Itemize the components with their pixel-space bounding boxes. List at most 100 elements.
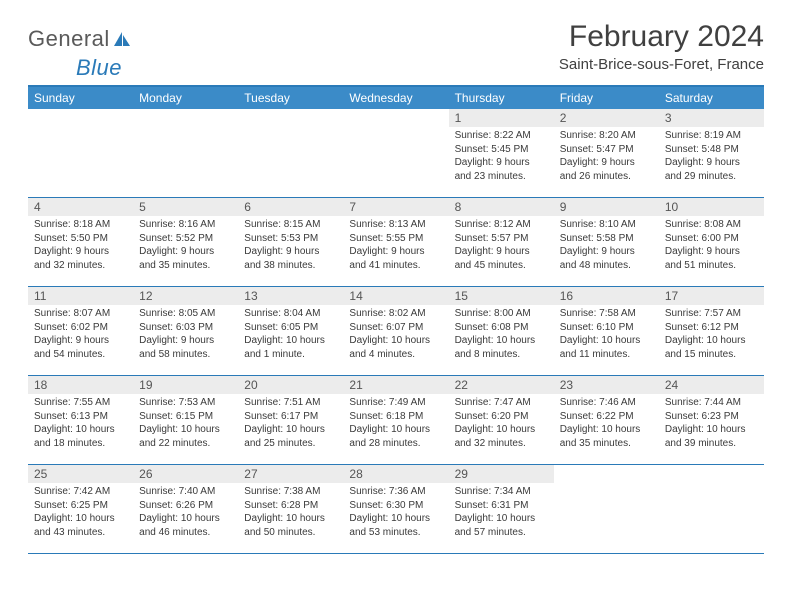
day-line-ss: Sunset: 6:18 PM <box>349 410 442 424</box>
day-number: 23 <box>554 376 659 394</box>
calendar-body: 1Sunrise: 8:22 AMSunset: 5:45 PMDaylight… <box>28 109 764 554</box>
day-line-d2: and 43 minutes. <box>34 526 127 540</box>
day-line-d2: and 15 minutes. <box>665 348 758 362</box>
day-number: 14 <box>343 287 448 305</box>
day-line-ss: Sunset: 6:17 PM <box>244 410 337 424</box>
day-body: Sunrise: 7:47 AMSunset: 6:20 PMDaylight:… <box>449 394 554 454</box>
day-line-sr: Sunrise: 8:19 AM <box>665 129 758 143</box>
title-block: February 2024 Saint-Brice-sous-Foret, Fr… <box>559 20 764 73</box>
day-line-d1: Daylight: 10 hours <box>349 334 442 348</box>
day-cell: 15 Sunrise: 8:00 AMSunset: 6:08 PMDayligh… <box>449 287 554 376</box>
day-line-sr: Sunrise: 7:47 AM <box>455 396 548 410</box>
day-line-d1: Daylight: 10 hours <box>560 423 653 437</box>
day-line-d1: Daylight: 9 hours <box>139 334 232 348</box>
day-line-d1: Daylight: 10 hours <box>34 512 127 526</box>
day-number: 2 <box>554 109 659 127</box>
day-body: Sunrise: 8:18 AMSunset: 5:50 PMDaylight:… <box>28 216 133 276</box>
day-line-ss: Sunset: 6:08 PM <box>455 321 548 335</box>
day-line-d2: and 28 minutes. <box>349 437 442 451</box>
day-cell <box>343 109 448 198</box>
day-line-d2: and 35 minutes. <box>560 437 653 451</box>
day-line-d2: and 18 minutes. <box>34 437 127 451</box>
day-line-d1: Daylight: 10 hours <box>139 512 232 526</box>
day-body: Sunrise: 8:05 AMSunset: 6:03 PMDaylight:… <box>133 305 238 365</box>
day-body: Sunrise: 8:10 AMSunset: 5:58 PMDaylight:… <box>554 216 659 276</box>
day-cell: 18Sunrise: 7:55 AMSunset: 6:13 PMDayligh… <box>28 376 133 465</box>
day-line-d1: Daylight: 10 hours <box>244 512 337 526</box>
week-row: 11Sunrise: 8:07 AMSunset: 6:02 PMDayligh… <box>28 287 764 376</box>
day-line-sr: Sunrise: 8:15 AM <box>244 218 337 232</box>
day-number: 16 <box>554 287 659 305</box>
day-cell <box>554 465 659 554</box>
day-line-d1: Daylight: 9 hours <box>139 245 232 259</box>
day-body: Sunrise: 7:51 AMSunset: 6:17 PMDaylight:… <box>238 394 343 454</box>
day-line-ss: Sunset: 5:58 PM <box>560 232 653 246</box>
day-header: Tuesday <box>238 86 343 109</box>
day-body: Sunrise: 8:12 AMSunset: 5:57 PMDaylight:… <box>449 216 554 276</box>
day-number: 24 <box>659 376 764 394</box>
day-line-ss: Sunset: 6:02 PM <box>34 321 127 335</box>
day-line-ss: Sunset: 6:07 PM <box>349 321 442 335</box>
day-header: Friday <box>554 86 659 109</box>
day-line-d1: Daylight: 10 hours <box>244 423 337 437</box>
day-line-d1: Daylight: 9 hours <box>665 156 758 170</box>
day-body: Sunrise: 7:58 AMSunset: 6:10 PMDaylight:… <box>554 305 659 365</box>
day-line-sr: Sunrise: 8:13 AM <box>349 218 442 232</box>
day-number: 15 <box>449 287 554 305</box>
day-line-ss: Sunset: 6:03 PM <box>139 321 232 335</box>
day-line-d2: and 1 minute. <box>244 348 337 362</box>
day-cell: 12Sunrise: 8:05 AMSunset: 6:03 PMDayligh… <box>133 287 238 376</box>
day-line-d2: and 25 minutes. <box>244 437 337 451</box>
day-line-sr: Sunrise: 8:22 AM <box>455 129 548 143</box>
day-number: 6 <box>238 198 343 216</box>
day-cell: 7Sunrise: 8:13 AMSunset: 5:55 PMDaylight… <box>343 198 448 287</box>
day-line-d2: and 48 minutes. <box>560 259 653 273</box>
day-line-ss: Sunset: 6:31 PM <box>455 499 548 513</box>
day-line-sr: Sunrise: 7:36 AM <box>349 485 442 499</box>
day-line-d1: Daylight: 10 hours <box>665 423 758 437</box>
day-number: 20 <box>238 376 343 394</box>
day-line-d1: Daylight: 9 hours <box>34 334 127 348</box>
day-body: Sunrise: 8:04 AMSunset: 6:05 PMDaylight:… <box>238 305 343 365</box>
day-number: 13 <box>238 287 343 305</box>
day-body: Sunrise: 7:57 AMSunset: 6:12 PMDaylight:… <box>659 305 764 365</box>
day-line-ss: Sunset: 5:52 PM <box>139 232 232 246</box>
day-line-d2: and 45 minutes. <box>455 259 548 273</box>
day-line-ss: Sunset: 5:57 PM <box>455 232 548 246</box>
day-line-d1: Daylight: 10 hours <box>455 423 548 437</box>
brand-text-1: General <box>28 26 110 52</box>
day-line-sr: Sunrise: 8:00 AM <box>455 307 548 321</box>
day-cell: 10Sunrise: 8:08 AMSunset: 6:00 PMDayligh… <box>659 198 764 287</box>
day-cell: 3Sunrise: 8:19 AMSunset: 5:48 PMDaylight… <box>659 109 764 198</box>
day-line-d1: Daylight: 10 hours <box>244 334 337 348</box>
day-body: Sunrise: 8:19 AMSunset: 5:48 PMDaylight:… <box>659 127 764 187</box>
day-line-sr: Sunrise: 7:40 AM <box>139 485 232 499</box>
day-line-sr: Sunrise: 7:51 AM <box>244 396 337 410</box>
day-line-d1: Daylight: 10 hours <box>455 334 548 348</box>
day-line-d2: and 38 minutes. <box>244 259 337 273</box>
day-body: Sunrise: 8:13 AMSunset: 5:55 PMDaylight:… <box>343 216 448 276</box>
day-line-d1: Daylight: 9 hours <box>560 156 653 170</box>
day-cell: 21Sunrise: 7:49 AMSunset: 6:18 PMDayligh… <box>343 376 448 465</box>
day-line-d2: and 11 minutes. <box>560 348 653 362</box>
day-line-d1: Daylight: 10 hours <box>139 423 232 437</box>
day-line-ss: Sunset: 6:30 PM <box>349 499 442 513</box>
day-body: Sunrise: 7:53 AMSunset: 6:15 PMDaylight:… <box>133 394 238 454</box>
day-cell: 19Sunrise: 7:53 AMSunset: 6:15 PMDayligh… <box>133 376 238 465</box>
day-cell: 11Sunrise: 8:07 AMSunset: 6:02 PMDayligh… <box>28 287 133 376</box>
day-cell: 4Sunrise: 8:18 AMSunset: 5:50 PMDaylight… <box>28 198 133 287</box>
day-line-sr: Sunrise: 8:12 AM <box>455 218 548 232</box>
day-cell: 26Sunrise: 7:40 AMSunset: 6:26 PMDayligh… <box>133 465 238 554</box>
day-cell: 9Sunrise: 8:10 AMSunset: 5:58 PMDaylight… <box>554 198 659 287</box>
calendar-head: SundayMondayTuesdayWednesdayThursdayFrid… <box>28 86 764 109</box>
day-number: 17 <box>659 287 764 305</box>
location-text: Saint-Brice-sous-Foret, France <box>559 56 764 73</box>
day-body: Sunrise: 7:40 AMSunset: 6:26 PMDaylight:… <box>133 483 238 543</box>
day-cell: 29Sunrise: 7:34 AMSunset: 6:31 PMDayligh… <box>449 465 554 554</box>
day-cell <box>28 109 133 198</box>
day-cell: 8Sunrise: 8:12 AMSunset: 5:57 PMDaylight… <box>449 198 554 287</box>
day-line-d2: and 46 minutes. <box>139 526 232 540</box>
day-line-ss: Sunset: 5:53 PM <box>244 232 337 246</box>
day-line-d2: and 8 minutes. <box>455 348 548 362</box>
day-line-ss: Sunset: 6:20 PM <box>455 410 548 424</box>
